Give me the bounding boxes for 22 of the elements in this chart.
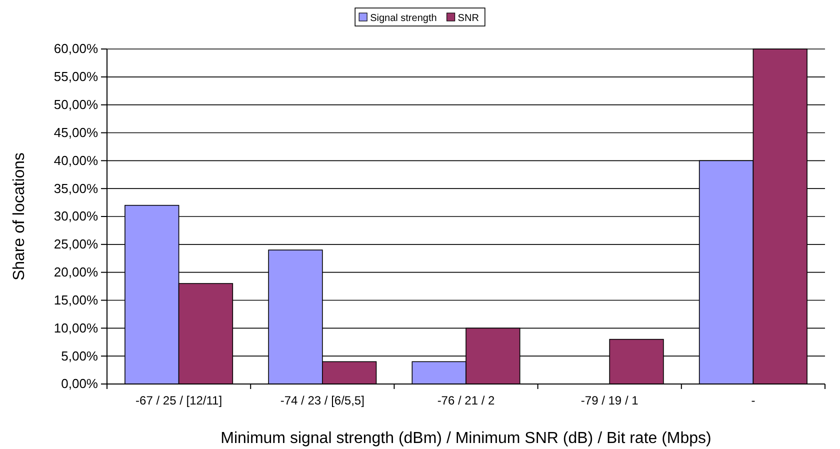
y-tick-label: 55,00% <box>54 69 98 84</box>
y-tick-label: 20,00% <box>54 264 98 280</box>
y-tick-label: 10,00% <box>54 320 98 336</box>
y-tick-label: 40,00% <box>54 152 98 168</box>
y-tick-label: 35,00% <box>54 180 98 196</box>
y-tick-label: 60,00% <box>54 41 98 56</box>
x-tick-label: -74 / 23 / [6/5,5] <box>280 394 364 408</box>
y-tick-label: 50,00% <box>54 96 98 112</box>
x-tick-label: -76 / 21 / 2 <box>437 394 496 408</box>
x-tick-label: - <box>751 394 756 408</box>
y-tick-label: 45,00% <box>54 124 98 140</box>
y-tick-label: 15,00% <box>54 292 98 308</box>
x-axis-title: Minimum signal strength (dBm) / Minimum SNR (dB) / Bit rate (Mbps) <box>220 430 712 447</box>
y-tick-label: 0,00% <box>61 376 98 392</box>
y-tick-label: 25,00% <box>54 236 98 252</box>
legend-label: Signal strength <box>370 13 437 24</box>
y-axis-title: Share of locations <box>11 152 28 281</box>
y-tick-label: 30,00% <box>54 208 98 224</box>
legend-label: SNR <box>458 13 479 24</box>
y-tick-label: 5,00% <box>61 348 98 364</box>
x-tick-label: -67 / 25 / [12/11] <box>136 394 222 408</box>
x-tick-label: -79 / 19 / 1 <box>580 394 639 408</box>
